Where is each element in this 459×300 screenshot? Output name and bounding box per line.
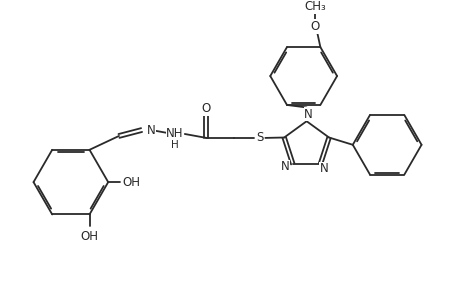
- Text: OH: OH: [123, 176, 140, 189]
- Text: N: N: [319, 162, 328, 175]
- Text: CH₃: CH₃: [304, 0, 325, 13]
- Text: O: O: [310, 20, 319, 33]
- Text: OH: OH: [80, 230, 98, 243]
- Text: NH: NH: [166, 128, 183, 140]
- Text: S: S: [255, 131, 263, 144]
- Text: N: N: [146, 124, 155, 136]
- Text: H: H: [171, 140, 179, 150]
- Text: N: N: [303, 108, 312, 121]
- Text: O: O: [202, 102, 211, 115]
- Text: N: N: [280, 160, 289, 173]
